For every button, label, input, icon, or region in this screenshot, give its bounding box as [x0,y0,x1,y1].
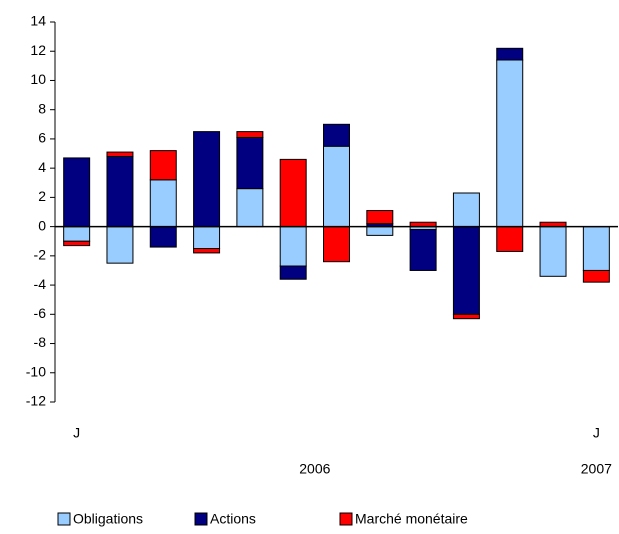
bar-segment [63,240,91,247]
y-tick-label: 12 [30,42,46,58]
bar-segment [496,59,524,228]
y-tick-label: 0 [38,217,46,233]
bar-segment [193,248,221,254]
y-tick-label: -6 [34,305,47,321]
bar-segment [323,145,350,228]
y-tick-label: 8 [38,100,46,116]
legend-swatch [339,512,353,526]
bar-segment [193,131,221,228]
bar-segment [149,226,177,248]
x-group-label: 2007 [581,461,612,477]
bar-segment [323,123,350,147]
bar-segment [149,150,177,181]
y-tick-label: 4 [38,159,46,175]
y-tick-label: -4 [34,276,47,292]
x-tick-label: J [73,425,80,441]
bar-segment [279,226,307,267]
bar-segment [236,136,264,190]
y-tick-label: -8 [34,334,47,350]
bar-segment [539,226,567,277]
y-tick-label: 2 [38,188,46,204]
bar-segment [366,226,394,236]
y-tick-label: 6 [38,130,46,146]
bar-segment [582,226,610,271]
bar-segment [106,151,134,157]
x-tick-label: J [593,425,600,441]
legend-swatch [57,512,71,526]
y-tick-label: 14 [30,13,46,29]
bar-segment [236,131,264,138]
y-tick-label: 10 [30,71,46,87]
x-group-label: 2006 [299,461,330,477]
bar-segment [582,269,610,283]
bar-segment [452,313,480,320]
bar-segment [279,265,307,280]
legend-swatch [194,512,208,526]
bar-segment [323,226,350,263]
bar-segment [193,226,221,250]
bar-segment [496,226,524,252]
y-tick-label: -10 [26,363,46,379]
bar-segment [106,226,134,264]
bar-segment [366,210,394,225]
bar-segment [279,158,307,228]
bar-segment [149,179,177,228]
bar-segment [63,157,91,228]
bar-segment [409,229,437,271]
bar-segment [452,192,480,228]
y-tick-label: -2 [34,247,47,263]
bar-segment [236,188,264,228]
bar-segment [452,226,480,315]
bar-segment [106,155,134,228]
legend-label: Marché monétaire [355,511,468,527]
legend-label: Actions [210,511,256,527]
y-tick-label: -12 [26,393,46,409]
legend-label: Obligations [73,511,143,527]
bar-segment [63,226,91,242]
bar-segment [496,47,524,61]
